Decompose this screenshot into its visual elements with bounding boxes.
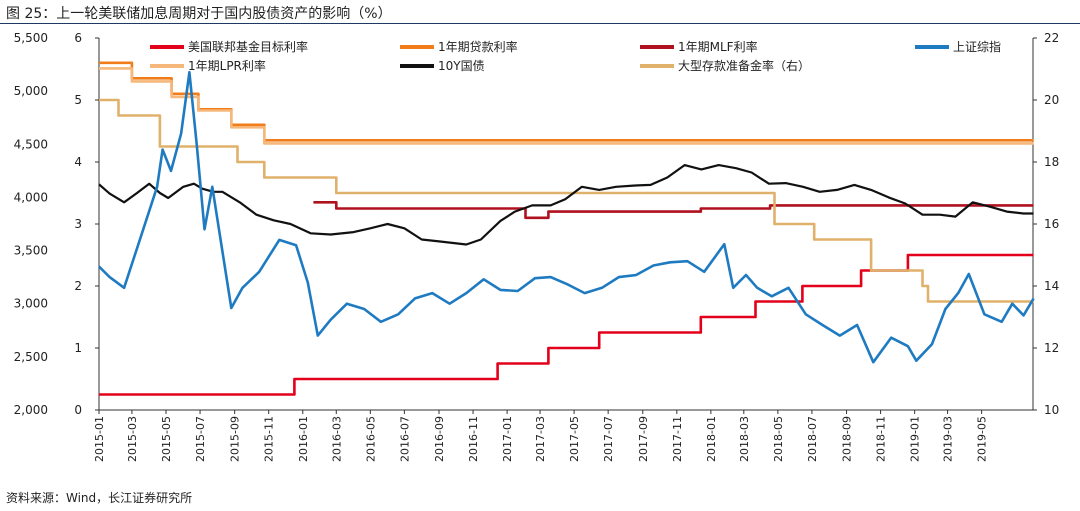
left-outer-tick-label: 3,500: [14, 244, 48, 258]
legend-label: 上证综指: [953, 39, 1001, 54]
x-tick-label: 2016-01: [297, 416, 310, 462]
legend-label: 10Y国债: [438, 59, 485, 73]
x-tick-label: 2016-11: [467, 416, 480, 462]
x-tick-label: 2016-03: [330, 416, 343, 462]
x-tick-label: 2015-11: [263, 416, 276, 462]
x-tick-label: 2019-01: [909, 416, 922, 462]
right-tick-label: 20: [1044, 93, 1059, 107]
right-tick-label: 18: [1044, 155, 1059, 169]
right-tick-label: 10: [1044, 403, 1059, 417]
series-line: [99, 253, 1034, 396]
legend-label: 1年期MLF利率: [678, 39, 758, 54]
x-tick-label: 2018-07: [806, 416, 819, 462]
right-tick-label: 22: [1044, 31, 1059, 45]
left-outer-tick-label: 4,500: [14, 137, 48, 151]
x-tick-label: 2015-01: [93, 416, 106, 462]
x-tick-label: 2017-11: [671, 416, 684, 462]
title-rule: [0, 23, 1080, 24]
legend-label: 1年期LPR利率: [188, 58, 266, 73]
x-tick-label: 2016-09: [433, 416, 446, 462]
left-outer-tick-label: 4,000: [14, 190, 48, 204]
x-tick-label: 2018-03: [738, 416, 751, 462]
x-tick-label: 2018-09: [841, 416, 854, 462]
x-tick-label: 2019-03: [942, 416, 955, 462]
x-tick-label: 2017-07: [602, 416, 615, 462]
figure-title: 图 25：上一轮美联储加息周期对于国内股债资产的影响（%）: [6, 6, 392, 22]
left-inner-tick-label: 1: [74, 341, 82, 355]
series-line: [98, 164, 1034, 246]
x-tick-label: 2016-05: [364, 416, 377, 462]
series-line: [99, 67, 1034, 145]
x-tick-label: 2018-01: [705, 416, 718, 462]
axes: 2,000 2,500 3,000 3,500 4,000 4,500 5,000 5,500…: [14, 31, 1060, 462]
left-outer-tick-label: 3,000: [14, 297, 48, 311]
right-tick-label: 16: [1044, 217, 1059, 231]
left-inner-tick-label: 4: [74, 155, 82, 169]
left-inner-tick-label: 6: [74, 31, 82, 45]
left-outer-tick-label: 2,500: [14, 350, 48, 364]
legend: 美国联邦基金目标利率 1年期贷款利率 1年期MLF利率 1年期LPR利率 10Y国债 大型…: [150, 39, 1001, 73]
x-tick-label: 2015-09: [229, 416, 242, 462]
x-tick-label: 2019-05: [976, 416, 989, 462]
series-line: [99, 61, 1034, 142]
legend-label: 大型存款准备金率（右）: [678, 58, 810, 73]
x-tick-label: 2017-01: [501, 416, 514, 462]
left-inner-tick-label: 0: [74, 403, 82, 417]
x-tick-label: 2015-05: [160, 416, 173, 462]
left-inner-tick-label: 3: [74, 217, 82, 231]
left-inner-tick-label: 5: [74, 93, 82, 107]
right-tick-label: 14: [1044, 279, 1059, 293]
series-line: [98, 70, 1035, 364]
x-tick-label: 2018-05: [772, 416, 785, 462]
x-tick-label: 2015-07: [194, 416, 207, 462]
series-line: [313, 201, 1034, 220]
x-tick-label: 2017-05: [568, 416, 581, 462]
left-outer-tick-label: 5,000: [14, 84, 48, 98]
left-outer-tick-label: 5,500: [14, 31, 48, 45]
x-tick-label: 2015-03: [126, 416, 139, 462]
legend-label: 1年期贷款利率: [438, 39, 518, 54]
series-line: [99, 98, 1034, 303]
left-outer-tick-label: 2,000: [14, 403, 48, 417]
x-tick-label: 2017-09: [637, 416, 650, 462]
x-tick-label: 2016-07: [398, 416, 411, 462]
x-tick-label: 2017-03: [534, 416, 547, 462]
right-tick-label: 12: [1044, 341, 1059, 355]
series-lines: [98, 61, 1035, 396]
left-inner-tick-label: 2: [74, 279, 82, 293]
legend-label: 美国联邦基金目标利率: [188, 39, 308, 54]
source-note: 资料来源：Wind，长江证券研究所: [6, 491, 193, 505]
x-tick-label: 2018-11: [875, 416, 888, 462]
